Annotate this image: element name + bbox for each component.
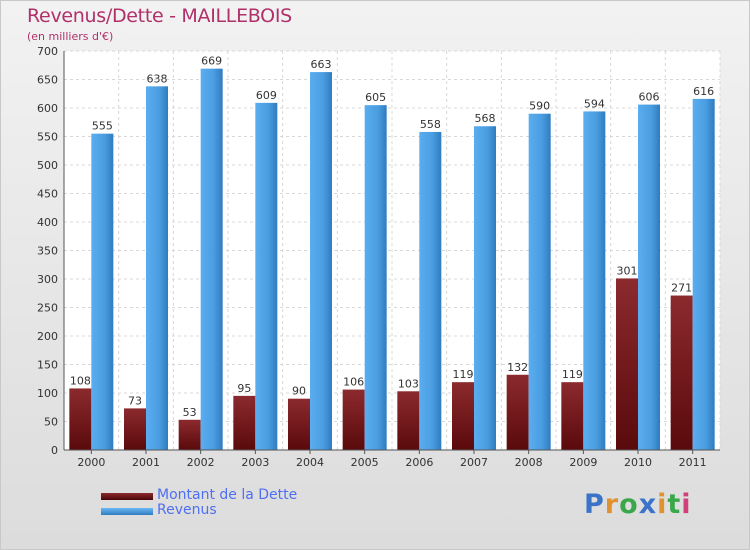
logo-letter: P — [584, 489, 605, 520]
x-tick-label: 2001 — [132, 456, 160, 469]
bar-revenus — [364, 105, 387, 451]
logo-letter: o — [619, 489, 639, 520]
bar-revenus — [583, 111, 606, 451]
logo-letter: r — [604, 489, 620, 520]
y-tick-label: 700 — [37, 45, 58, 58]
bar-dette — [69, 388, 92, 450]
bar-dette — [233, 395, 256, 450]
data-label: 605 — [365, 91, 386, 104]
data-label: 638 — [147, 72, 168, 85]
chart-title: Revenus/Dette - MAILLEBOIS — [27, 5, 292, 27]
legend-label-dette: Montant de la Dette — [157, 487, 298, 503]
x-tick-label: 2003 — [241, 456, 269, 469]
bar-dette — [561, 382, 584, 450]
y-tick-label: 500 — [37, 159, 58, 172]
y-tick-label: 250 — [37, 302, 58, 315]
data-label: 568 — [475, 112, 496, 125]
y-tick-label: 550 — [37, 131, 58, 144]
legend-swatch-revenus — [101, 508, 153, 515]
y-tick-label: 450 — [37, 188, 58, 201]
x-tick-label: 2000 — [77, 456, 105, 469]
bar-revenus — [200, 68, 223, 451]
data-label: 609 — [256, 89, 277, 102]
bar-dette — [124, 408, 146, 450]
data-label: 95 — [237, 382, 251, 395]
data-label: 119 — [453, 368, 474, 381]
data-label: 558 — [420, 118, 441, 131]
x-tick-label: 2005 — [351, 456, 379, 469]
y-tick-label: 600 — [37, 102, 58, 115]
y-tick-label: 400 — [37, 216, 58, 229]
data-labels: 108 555 73 638 53 669 95 609 90 663 106 605 103 558 11… — [70, 55, 714, 419]
y-tick-label: 350 — [37, 245, 58, 258]
grid-lines — [63, 50, 721, 451]
bar-dette — [288, 398, 310, 450]
bar-revenus — [419, 131, 442, 450]
proxiti-logo: Proxiti — [584, 489, 692, 520]
bar-revenus — [638, 104, 660, 450]
x-tick-label: 2008 — [515, 456, 543, 469]
y-tick-label: 0 — [51, 444, 58, 457]
logo-letter: x — [638, 489, 658, 520]
x-tick-label: 2002 — [187, 456, 215, 469]
logo-letter: i — [657, 489, 668, 520]
data-label: 271 — [671, 282, 692, 295]
data-label: 606 — [639, 91, 660, 104]
data-label: 663 — [311, 58, 332, 71]
bar-revenus — [310, 72, 332, 450]
y-tick-label: 100 — [37, 387, 58, 400]
legend-label-revenus: Revenus — [157, 502, 217, 518]
bar-dette — [670, 295, 693, 450]
bar-dette — [616, 278, 638, 450]
legend-swatch-dette — [101, 493, 153, 500]
data-label: 108 — [70, 374, 91, 387]
bar-revenus — [692, 98, 715, 450]
bars — [69, 68, 715, 451]
data-label: 103 — [398, 377, 419, 390]
y-tick-label: 300 — [37, 273, 58, 286]
data-label: 119 — [562, 368, 583, 381]
data-label: 106 — [343, 376, 364, 389]
x-tick-label: 2007 — [460, 456, 488, 469]
bar-dette — [342, 389, 365, 450]
data-label: 616 — [693, 85, 714, 98]
bar-revenus — [528, 113, 551, 450]
data-label: 90 — [292, 385, 306, 398]
y-tick-label: 650 — [37, 74, 58, 87]
bar-revenus — [255, 102, 278, 451]
x-tick-label: 2004 — [296, 456, 324, 469]
axes: 0 50 100 150 200 250 300 350 400 450 500 550 600 650 7… — [37, 45, 720, 469]
y-tick-label: 150 — [37, 359, 58, 372]
data-label: 669 — [201, 55, 222, 68]
bar-revenus — [474, 126, 496, 451]
data-label: 53 — [183, 406, 197, 419]
x-tick-label: 2011 — [679, 456, 707, 469]
data-label: 590 — [529, 100, 550, 113]
y-tick-label: 200 — [37, 330, 58, 343]
data-label: 594 — [584, 97, 605, 110]
data-label: 132 — [507, 361, 528, 374]
bar-dette — [178, 419, 201, 450]
x-tick-label: 2009 — [569, 456, 597, 469]
data-label: 73 — [128, 394, 142, 407]
bar-dette — [452, 382, 474, 450]
data-label: 555 — [92, 120, 113, 133]
logo-letter: i — [681, 489, 692, 520]
bar-dette — [397, 391, 420, 450]
bar-dette — [506, 374, 529, 450]
x-tick-label: 2006 — [405, 456, 433, 469]
x-tick-label: 2010 — [624, 456, 652, 469]
y-tick-label: 50 — [44, 416, 58, 429]
data-label: 301 — [617, 264, 638, 277]
chart-subtitle: (en milliers d'€) — [27, 30, 114, 43]
bar-revenus — [146, 86, 168, 450]
logo-letter: t — [667, 489, 682, 520]
bar-revenus — [91, 133, 114, 450]
